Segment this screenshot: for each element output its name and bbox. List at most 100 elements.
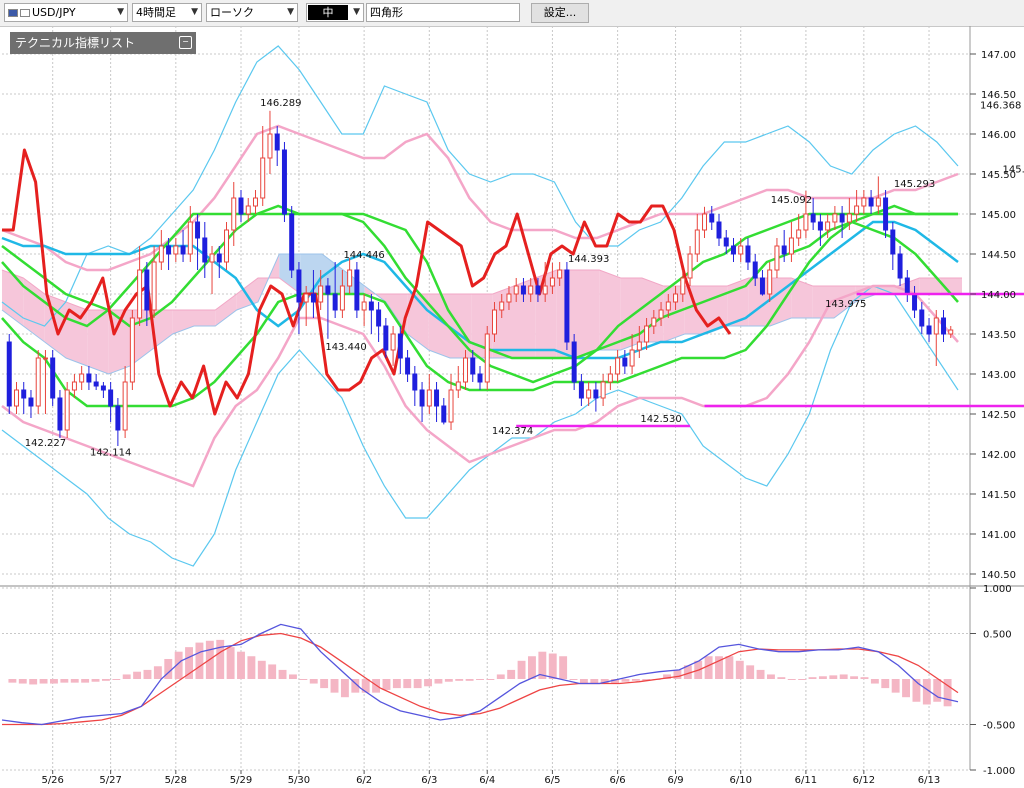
minimize-icon[interactable]: − (179, 36, 192, 49)
macd-tick-label: -1.000 (983, 766, 1015, 777)
candle-down (419, 389, 425, 407)
mark-style-field[interactable]: 四角形 (366, 3, 520, 22)
cloud-segment (514, 278, 536, 358)
macd-histogram-bar (112, 679, 121, 680)
y-tick-label: 142.50 (981, 410, 1016, 421)
candle-down (941, 317, 947, 335)
candle-down (238, 197, 244, 215)
grid (0, 26, 1024, 771)
x-tick-label: 6/6 (610, 775, 626, 786)
macd-histogram-bar (476, 679, 484, 680)
indicator-list-title: テクニカル指標リスト (15, 36, 136, 50)
candle-down (274, 133, 280, 151)
settings-button[interactable]: 設定... (531, 3, 589, 23)
candle-up (948, 329, 954, 335)
candle-up (79, 373, 85, 383)
macd-histogram-bar (455, 679, 464, 681)
candle-down (57, 397, 63, 431)
macd-histogram-bar (922, 679, 931, 705)
macd-histogram-bar (600, 679, 609, 684)
candle-down (890, 229, 896, 255)
candle-down (904, 277, 910, 295)
macd-histogram-bar (756, 669, 765, 679)
candle-down (817, 221, 823, 231)
candle-up (854, 205, 860, 215)
candle-down (868, 197, 874, 207)
indicator-list-header[interactable]: テクニカル指標リスト − (10, 32, 196, 54)
width-select[interactable]: 中 ▼ (306, 3, 364, 22)
chevron-down-icon: ▼ (353, 7, 360, 17)
level-lines (516, 292, 1024, 428)
macd-histogram-bar (226, 647, 235, 679)
y-tick-label: 145.50 (981, 170, 1016, 181)
candle-up (513, 285, 519, 295)
macd-histogram-bar (663, 674, 671, 679)
macd-histogram-bar (257, 660, 266, 679)
macd-histogram-bar (361, 679, 370, 693)
current-price-label: 146.368 (980, 101, 1021, 112)
candle-down (759, 277, 765, 295)
macd-histogram-bar (746, 665, 755, 679)
candle-up (13, 389, 19, 407)
macd-histogram-bar (735, 660, 744, 679)
macd-histogram-bar (143, 669, 152, 679)
candle-up (64, 389, 70, 431)
macd-histogram-bar (320, 679, 329, 689)
line-boll_mid (1, 204, 958, 360)
candle-down (441, 405, 447, 423)
candle-down (897, 253, 903, 279)
price-label: 143.975 (825, 299, 866, 310)
candle-up (231, 197, 237, 231)
macd-histogram-bar (579, 679, 588, 684)
y-tick-label: 141.50 (981, 490, 1016, 501)
macd-histogram-bar (725, 656, 734, 679)
candle-down (412, 373, 418, 391)
candle-down (383, 325, 389, 351)
candle-down (470, 357, 476, 375)
chart-style-select[interactable]: ローソク ▼ (206, 3, 298, 22)
macd-histogram-bar (673, 669, 682, 679)
candle-up (245, 205, 251, 215)
candle-up (390, 333, 396, 351)
candle-up (42, 357, 48, 360)
candle-down (535, 285, 541, 295)
price-label: 144.393 (568, 254, 609, 265)
candle-up (129, 317, 135, 383)
macd-histogram-bar (870, 679, 879, 684)
candle-up (137, 269, 143, 319)
macd-histogram-bar (704, 656, 713, 679)
candle-down (405, 357, 411, 375)
symbol-select[interactable]: USD/JPY ▼ (4, 3, 128, 22)
macd-histogram-bar (185, 647, 193, 679)
macd-histogram-bar (808, 677, 817, 679)
y-tick-label: 142.00 (981, 450, 1016, 461)
x-tick-label: 6/12 (853, 775, 875, 786)
candle-down (195, 221, 201, 239)
chart-style-value: ローソク (210, 6, 254, 19)
price-label: 142.530 (640, 414, 681, 425)
candle-up (825, 221, 831, 231)
x-tick-label: 6/9 (667, 775, 683, 786)
candle-down (28, 397, 34, 407)
candle-up (651, 317, 657, 327)
timeframe-select[interactable]: 4時間足 ▼ (132, 3, 202, 22)
candle-down (622, 357, 628, 367)
macd-histogram-bar (247, 656, 256, 679)
macd-histogram-bar (434, 679, 443, 684)
cloud-segment (876, 286, 898, 294)
candle-up (499, 301, 505, 311)
macd-histogram-bar (133, 671, 142, 679)
macd-histogram-bar (216, 639, 225, 679)
y-tick-label: 144.00 (981, 290, 1016, 301)
candle-up (861, 197, 867, 207)
candle-up (448, 389, 454, 423)
candle-up (875, 197, 881, 207)
candle-up (347, 269, 353, 287)
macd-histogram-bar (839, 674, 848, 679)
candle-down (166, 245, 172, 255)
candle-up (455, 381, 461, 391)
cloud-segment (791, 278, 813, 318)
macd-histogram-bar (496, 674, 505, 679)
candle-down (6, 341, 12, 407)
